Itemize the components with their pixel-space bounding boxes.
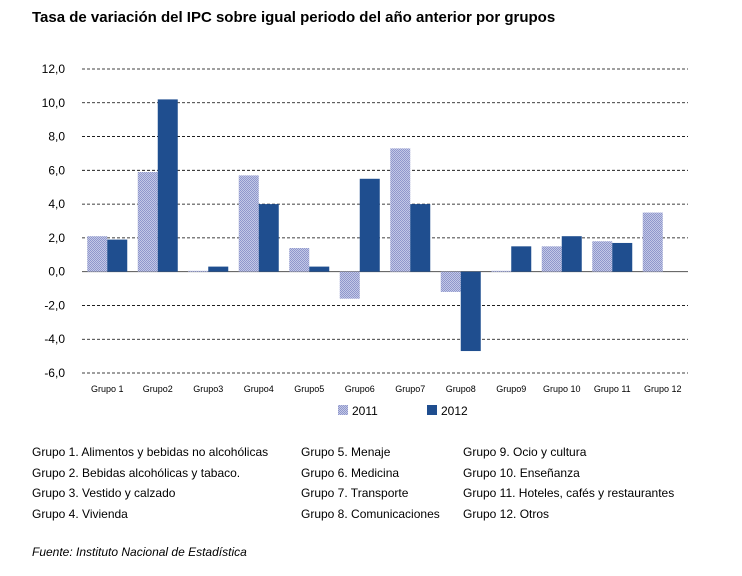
legend-label-2011: 2011: [352, 404, 378, 418]
group-key-item: Grupo 11. Hoteles, cafés y restaurantes: [463, 486, 675, 501]
y-tick-label: 4,0: [48, 197, 65, 211]
legend-swatch-2011: [338, 405, 348, 415]
y-tick-label: -2,0: [44, 298, 65, 312]
x-tick-label: Grupo9: [496, 384, 526, 394]
bar-2011-12: [642, 212, 663, 272]
bar-2012-10: [561, 236, 582, 272]
x-tick-label: Grupo7: [395, 384, 425, 394]
group-key-item: Grupo 8. Comunicaciones: [301, 507, 440, 522]
y-tick-label: 8,0: [48, 130, 65, 144]
bar-2011-3: [188, 270, 209, 272]
bar-2011-8: [440, 271, 461, 292]
bar-2011-9: [491, 270, 512, 272]
legend-swatch-2012: [427, 405, 437, 415]
group-key-column-1: Grupo 1. Alimentos y bebidas no alcohóli…: [32, 442, 269, 525]
y-tick-label: 2,0: [48, 231, 65, 245]
source-note: Fuente: Instituto Nacional de Estadístic…: [32, 545, 247, 559]
group-key-column-2: Grupo 5. Menaje Grupo 6. Medicina Grupo …: [301, 442, 440, 525]
x-tick-label: Grupo2: [143, 384, 173, 394]
x-tick-label: Grupo4: [244, 384, 274, 394]
x-tick-label: Grupo5: [294, 384, 324, 394]
y-tick-label: -6,0: [44, 366, 65, 380]
bar-2012-3: [208, 266, 229, 272]
x-tick-label: Grupo 11: [594, 384, 631, 394]
group-key-item: Grupo 1. Alimentos y bebidas no alcohóli…: [32, 445, 269, 459]
bar-2012-1: [107, 239, 128, 272]
group-key-item: Grupo 4. Vivienda: [32, 507, 128, 522]
group-key-item: Grupo 10. Enseñanza: [463, 465, 580, 480]
bar-2011-7: [390, 148, 411, 272]
x-tick-label: Grupo 12: [644, 384, 682, 394]
y-tick-label: 6,0: [48, 163, 65, 177]
bar-2011-6: [339, 271, 360, 299]
group-key-item: Grupo 9. Ocio y cultura: [463, 445, 587, 459]
bar-2011-10: [541, 246, 562, 272]
group-key-item: Grupo 7. Transporte: [301, 486, 409, 501]
x-tick-label: Grupo3: [193, 384, 223, 394]
bar-2012-5: [309, 266, 330, 272]
bar-2012-2: [157, 99, 178, 272]
bar-2012-6: [359, 178, 380, 272]
bar-2011-2: [137, 172, 158, 272]
chart-title: Tasa de variación del IPC sobre igual pe…: [32, 9, 556, 26]
group-key-item: Grupo 5. Menaje: [301, 445, 391, 459]
group-key-item: Grupo 12. Otros: [463, 507, 550, 522]
group-key-item: Grupo 2. Bebidas alcohólicas y tabaco.: [32, 465, 241, 480]
bar-chart: 12,0 10,0 8,0 6,0 4,0 2,0 0,0 -2,0 -4,0 -6,0 Grup…: [42, 62, 688, 418]
x-tick-label: Grupo 1: [91, 384, 124, 394]
group-key-column-3: Grupo 9. Ocio y cultura Grupo 10. Enseña…: [463, 442, 675, 525]
y-tick-label: 10,0: [42, 96, 66, 110]
bar-2012-8: [460, 271, 481, 352]
bar-2012-9: [511, 246, 532, 272]
bar-2011-4: [238, 175, 259, 272]
group-key-item: Grupo 6. Medicina: [301, 465, 400, 480]
bar-2011-11: [592, 241, 613, 272]
y-tick-label: 12,0: [42, 62, 66, 76]
y-tick-label: -4,0: [44, 332, 65, 346]
bar-2011-1: [87, 236, 108, 272]
x-tick-label: Grupo8: [446, 384, 476, 394]
bar-2012-7: [410, 204, 431, 272]
bar-2011-5: [289, 248, 310, 272]
legend-label-2012: 2012: [441, 404, 468, 418]
bar-2012-11: [612, 242, 633, 272]
bar-2012-4: [258, 204, 279, 272]
x-tick-label: Grupo 10: [543, 384, 581, 394]
group-key-item: Grupo 3. Vestido y calzado: [32, 486, 176, 501]
x-tick-label: Grupo6: [345, 384, 375, 394]
y-tick-label: 0,0: [48, 265, 65, 279]
